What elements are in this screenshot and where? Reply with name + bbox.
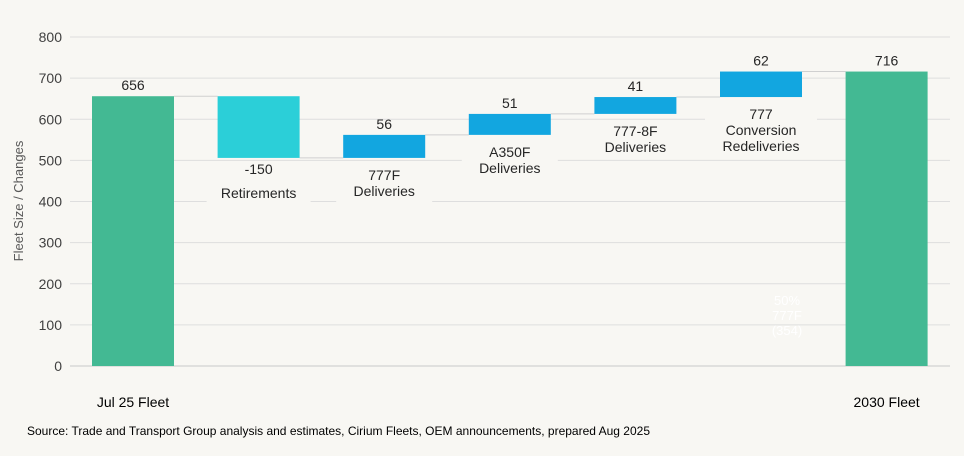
y-tick-label: 100 [39, 317, 63, 333]
change-bar [217, 96, 300, 158]
category-labels: Jul 25 FleetRetirements777FDeliveriesA35… [97, 104, 920, 410]
category-label: Deliveries [479, 160, 540, 176]
category-label-bg [206, 182, 311, 205]
category-label: Redeliveries [722, 138, 799, 154]
category-label-bg [587, 120, 684, 159]
connector-lines [174, 71, 846, 159]
y-tick-label: 800 [39, 29, 63, 45]
category-label: Conversion [726, 122, 797, 138]
y-tick-label: 700 [39, 70, 63, 86]
data-label: 56 [376, 116, 392, 132]
category-label: 2030 Fleet [854, 394, 920, 410]
data-labels: 656 -150 56 51 41 62 716 [121, 53, 898, 177]
category-label-bg [461, 141, 558, 180]
data-label: -150 [245, 161, 273, 177]
category-label: Jul 25 Fleet [97, 394, 169, 410]
category-label: Retirements [221, 185, 296, 201]
change-bar [343, 134, 426, 158]
change-bar [468, 113, 551, 135]
category-label-bg [336, 164, 433, 203]
category-label: Deliveries [605, 139, 666, 155]
y-tick-label: 300 [39, 235, 63, 251]
bars [92, 71, 928, 367]
change-bar [594, 97, 677, 114]
y-tick-label: 200 [39, 276, 63, 292]
change-bar [720, 71, 802, 98]
total-bar [845, 71, 928, 367]
data-label: 656 [121, 77, 145, 93]
y-axis-label: Fleet Size / Changes [11, 140, 26, 261]
y-tick-label: 500 [39, 152, 63, 168]
total-bar [92, 96, 174, 366]
category-label: 777-8F [613, 123, 657, 139]
data-label: 716 [875, 53, 899, 69]
category-label-bg [705, 104, 817, 159]
y-tick-label: 600 [39, 111, 63, 127]
data-label: 51 [502, 95, 518, 111]
category-label: A350F [489, 144, 530, 160]
y-tick-label: 0 [54, 358, 62, 374]
annotation-text: 50% 777F (354) [772, 293, 802, 338]
gridlines [70, 36, 950, 367]
y-axis-ticks: 0 100 200 300 400 500 600 700 800 [39, 29, 63, 374]
category-label: 777 [749, 106, 773, 122]
data-label: 62 [753, 53, 769, 69]
data-label: 41 [628, 78, 644, 94]
category-label: 777F [368, 167, 400, 183]
y-tick-label: 400 [39, 194, 63, 210]
source-note: Source: Trade and Transport Group analys… [27, 424, 650, 438]
category-label: Deliveries [353, 183, 414, 199]
